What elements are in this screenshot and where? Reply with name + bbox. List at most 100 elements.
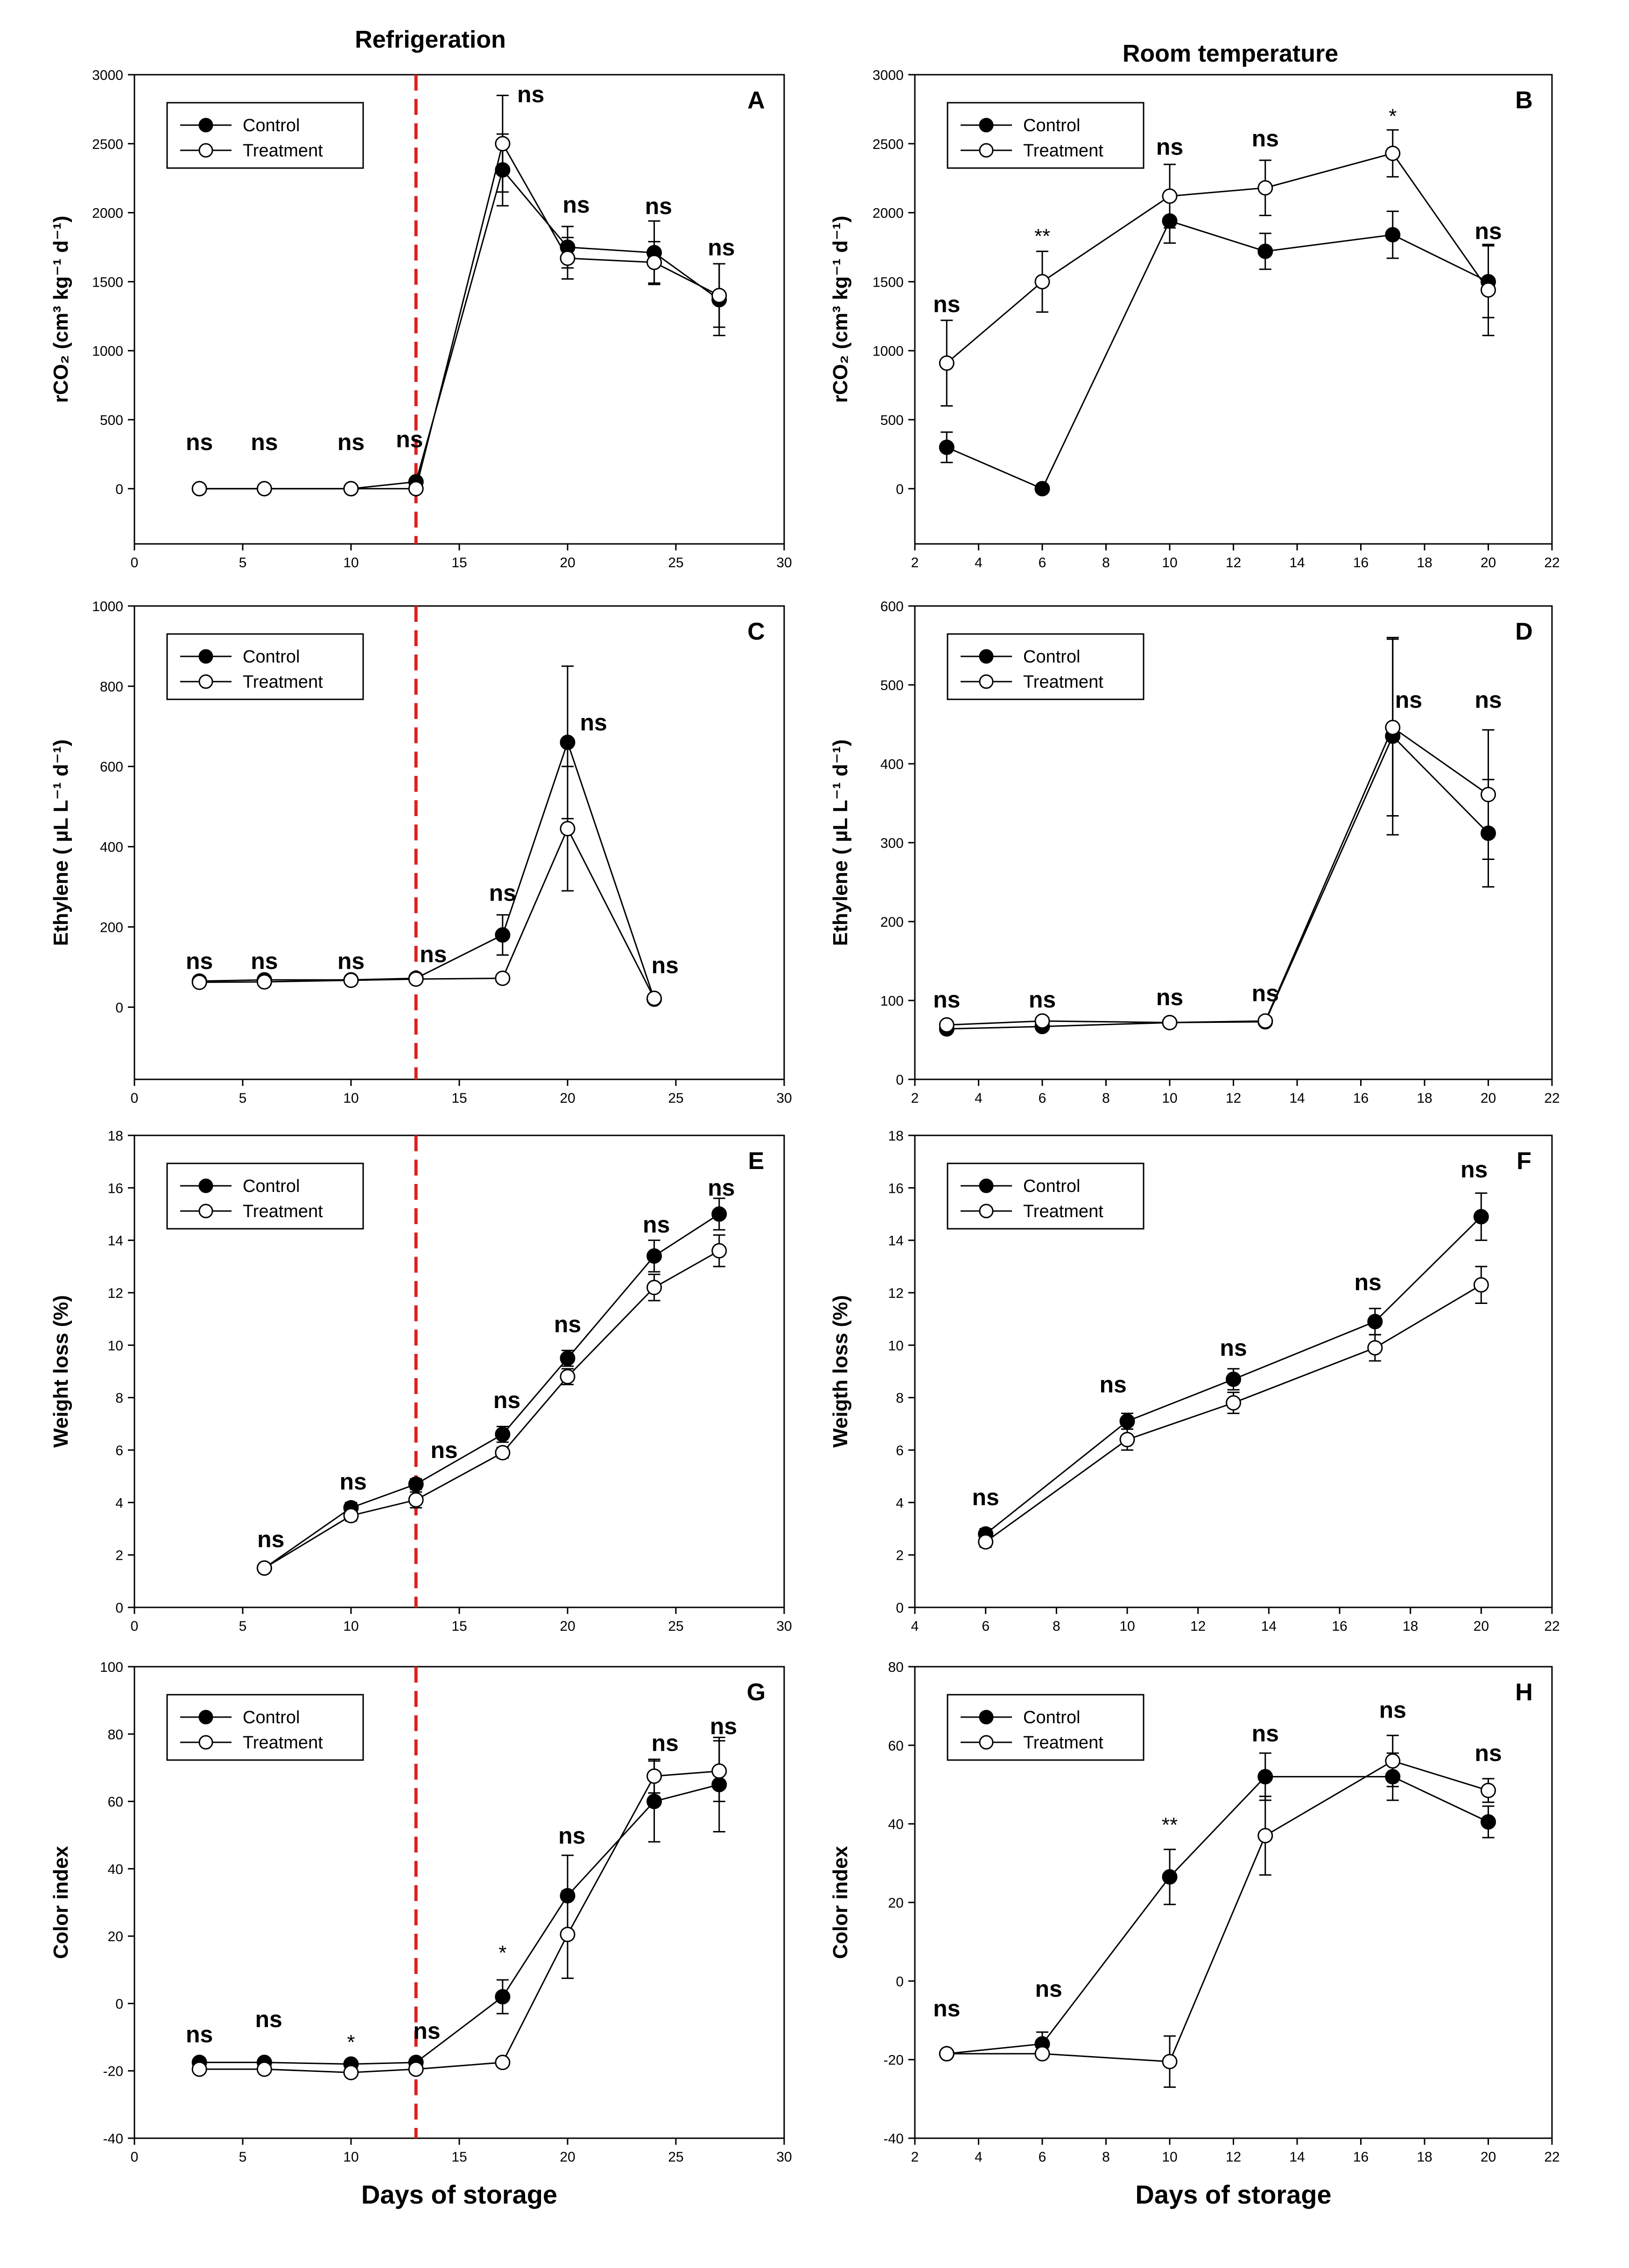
significance-label: ns — [517, 81, 544, 107]
legend-label-treatment: Treatment — [243, 141, 323, 161]
significance-label: ns — [251, 429, 278, 455]
significance-label: ns — [1252, 126, 1279, 152]
significance-label: ns — [255, 2006, 282, 2032]
chart-panel-a: 0 5 10 15 20 25 30 0 500 1000 1500 2000 2500 3000 rCO₂… — [49, 68, 792, 571]
x-tick-label: 12 — [1190, 1619, 1206, 1634]
significance-label: ns — [413, 2018, 440, 2044]
data-point-control — [646, 1794, 662, 1810]
panel-letter: D — [1515, 618, 1533, 645]
y-tick-label: 400 — [100, 840, 123, 855]
legend-box — [947, 633, 1145, 700]
significance-label: ns — [1035, 1976, 1062, 2002]
x-tick-label: 30 — [776, 555, 792, 571]
y-tick-label: -20 — [884, 2053, 904, 2068]
x-tick-label: 10 — [343, 1091, 358, 1106]
y-tick-label: 1000 — [92, 599, 123, 614]
x-tick-label: 25 — [668, 1091, 683, 1106]
x-tick-label: 30 — [776, 1091, 792, 1106]
significance-label: * — [1389, 105, 1397, 127]
significance-label: ns — [257, 1526, 284, 1552]
column-title-room-temperature: Room temperature — [1123, 40, 1338, 67]
data-point-treatment — [408, 971, 424, 987]
x-tick-label: 20 — [1481, 555, 1496, 571]
y-tick-label: 8 — [115, 1391, 123, 1406]
significance-label: ns — [1475, 1740, 1502, 1766]
data-point-control — [1367, 1314, 1383, 1330]
significance-label: * — [347, 2031, 355, 2054]
legend-marker-control — [979, 118, 994, 133]
data-point-control — [1473, 1209, 1489, 1225]
x-tick-label: 22 — [1544, 1091, 1559, 1106]
panel-letter: B — [1515, 87, 1533, 114]
significance-label: ns — [493, 1387, 520, 1413]
legend: Control Treatment — [166, 1162, 364, 1230]
x-tick-label: 6 — [982, 1619, 990, 1634]
x-tick-label: 4 — [975, 2149, 983, 2165]
data-point-control — [1257, 1769, 1273, 1785]
y-tick-label: 3000 — [872, 68, 904, 83]
x-tick-label: 14 — [1289, 2149, 1305, 2165]
significance-label: ns — [562, 192, 590, 218]
chart-panel-h: 2 4 6 8 10 12 14 16 18 20 22 -40 -20 0 20 40 60 80 Color i… — [829, 1660, 1560, 2209]
significance-label: ns — [186, 948, 213, 974]
legend-label-control: Control — [1023, 1708, 1081, 1727]
y-tick-label: 0 — [115, 1996, 123, 2012]
data-point-control — [560, 1350, 576, 1366]
data-point-treatment — [495, 136, 511, 152]
x-tick-label: 5 — [239, 2149, 247, 2165]
legend-marker-treatment — [979, 143, 994, 158]
chart-panel-g: 0 5 10 15 20 25 30 -40 -20 0 20 40 60 80 100 Color inde… — [49, 1660, 792, 2209]
series-line-treatment — [199, 1770, 719, 2073]
x-tick-label: 25 — [668, 555, 683, 571]
data-point-control — [939, 439, 955, 455]
data-point-treatment — [1385, 1753, 1401, 1769]
legend-marker-control — [198, 1710, 213, 1725]
significance-label: ns — [1354, 1269, 1381, 1295]
x-tick-label: 6 — [1039, 1091, 1046, 1106]
data-point-treatment — [343, 1507, 359, 1523]
data-point-treatment — [1385, 719, 1401, 735]
data-point-treatment — [1162, 188, 1178, 204]
data-point-treatment — [256, 974, 272, 990]
x-tick-label: 4 — [975, 1091, 983, 1106]
legend: Control Treatment — [947, 102, 1145, 169]
x-tick-label: 0 — [131, 555, 139, 571]
data-point-treatment — [978, 1534, 994, 1550]
legend: Control Treatment — [947, 633, 1145, 700]
data-point-treatment — [1162, 2054, 1178, 2070]
x-tick-label: 18 — [1403, 1619, 1418, 1634]
x-tick-label: 20 — [560, 1619, 575, 1634]
series-line-control — [946, 220, 1489, 490]
y-tick-label: 1500 — [872, 275, 904, 290]
data-point-control — [1257, 243, 1273, 259]
data-point-control — [646, 1248, 662, 1264]
y-axis-label: Ethylene ( µL L⁻¹ d⁻¹) — [829, 740, 852, 946]
y-tick-label: 100 — [880, 993, 904, 1009]
y-tick-label: 12 — [108, 1286, 123, 1301]
series-line-control — [947, 1776, 1489, 2055]
significance-label: ** — [1162, 1814, 1178, 1837]
data-point-treatment — [560, 821, 576, 837]
x-tick-label: 15 — [451, 2149, 467, 2165]
y-tick-label: 400 — [880, 757, 904, 772]
data-point-treatment — [1257, 180, 1273, 196]
data-point-treatment — [560, 250, 576, 266]
chart-panel-f: 4 6 8 10 12 14 16 18 20 22 0 2 4 6 8 10 12 14 16 18 Weigth l… — [829, 1128, 1560, 1634]
x-tick-label: 16 — [1353, 2149, 1369, 2165]
data-point-treatment — [1119, 1432, 1135, 1448]
significance-label: ns — [1379, 1697, 1406, 1723]
data-point-treatment — [1481, 282, 1496, 298]
data-point-treatment — [560, 1369, 576, 1385]
data-point-treatment — [1367, 1340, 1383, 1356]
significance-label: ns — [933, 986, 960, 1013]
legend-label-control: Control — [1023, 1176, 1081, 1196]
x-tick-label: 8 — [1102, 555, 1110, 571]
data-point-treatment — [408, 481, 424, 497]
chart-panel-e: 0 5 10 15 20 25 30 0 2 4 6 8 10 12 14 16 18 Weight loss (… — [49, 1128, 792, 1634]
y-tick-label: 14 — [888, 1233, 904, 1249]
x-tick-label: 20 — [1481, 2149, 1496, 2165]
data-point-treatment — [646, 990, 662, 1006]
series-line-control — [264, 1213, 720, 1569]
y-tick-label: 0 — [896, 482, 904, 497]
y-tick-label: 0 — [896, 1974, 904, 1989]
